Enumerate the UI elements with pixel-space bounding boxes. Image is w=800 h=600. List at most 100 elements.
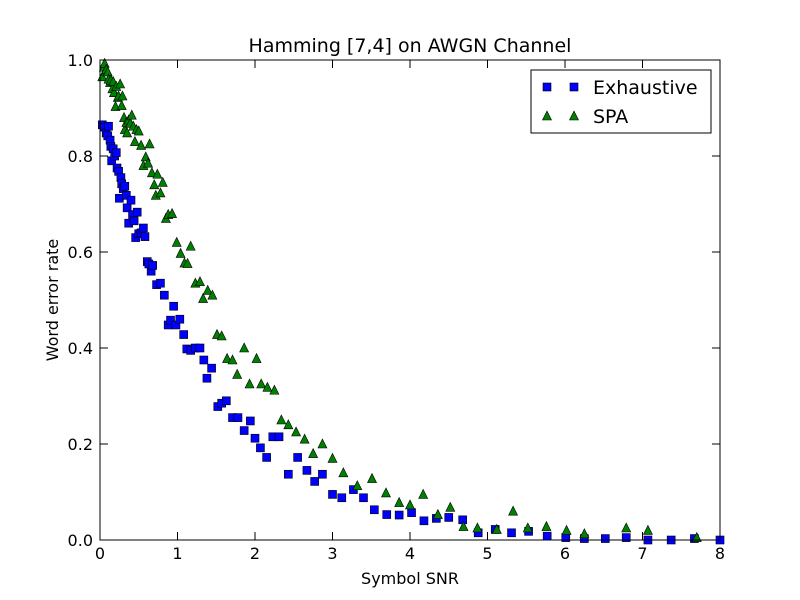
triangle-marker <box>352 480 363 491</box>
square-marker <box>120 181 130 191</box>
x-tick-label: 3 <box>327 544 337 563</box>
triangle-marker <box>579 528 590 539</box>
square-marker <box>199 355 209 365</box>
triangle-marker <box>283 419 294 430</box>
chart-title: Hamming [7,4] on AWGN Channel <box>249 35 572 57</box>
square-marker <box>407 508 416 517</box>
x-tick-label: 4 <box>405 544 415 563</box>
triangle-marker <box>380 487 391 498</box>
triangle-marker <box>171 236 182 247</box>
triangle-marker <box>149 179 160 190</box>
triangle-marker <box>291 426 302 437</box>
triangle-marker <box>175 247 186 258</box>
y-tick-label: 1.0 <box>68 51 93 70</box>
triangle-marker <box>143 157 154 168</box>
triangle-marker <box>185 240 196 251</box>
legend-label: SPA <box>593 106 628 128</box>
square-marker <box>175 314 185 324</box>
y-tick-label: 0.4 <box>68 339 93 358</box>
square-marker <box>337 493 347 503</box>
square-marker <box>222 396 231 406</box>
triangle-marker <box>116 99 127 110</box>
square-marker <box>111 148 121 157</box>
square-marker <box>140 232 150 241</box>
square-marker <box>256 443 265 453</box>
triangle-marker <box>146 167 157 178</box>
triangle-marker <box>621 522 632 533</box>
square-marker <box>126 195 136 205</box>
triangle-marker <box>472 522 483 533</box>
legend-marker <box>542 110 552 121</box>
triangle-marker <box>182 257 193 268</box>
legend-box <box>530 69 712 134</box>
triangle-marker <box>491 523 502 534</box>
square-marker <box>202 373 212 383</box>
square-marker <box>250 433 260 443</box>
series-spa <box>97 57 702 542</box>
legend-label: Exhaustive <box>593 77 698 99</box>
triangle-marker <box>216 330 227 341</box>
triangle-marker <box>691 531 702 542</box>
triangle-marker <box>642 524 653 535</box>
triangle-marker <box>115 78 126 89</box>
square-marker <box>179 330 188 339</box>
legend: Exhaustive SPA <box>530 69 712 134</box>
triangle-marker <box>239 342 250 353</box>
square-marker <box>370 505 379 515</box>
triangle-marker <box>327 452 338 463</box>
triangle-marker <box>561 524 572 535</box>
triangle-marker <box>207 289 218 300</box>
square-marker <box>302 466 312 475</box>
triangle-marker <box>222 352 233 363</box>
triangle-marker <box>522 522 533 533</box>
y-tick-label: 0.0 <box>68 531 93 550</box>
triangle-marker <box>405 499 415 510</box>
x-tick-label: 2 <box>250 544 260 563</box>
triangle-marker <box>256 378 267 389</box>
x-tick-label: 7 <box>637 544 647 563</box>
triangle-marker <box>167 207 178 218</box>
square-marker <box>310 477 319 486</box>
square-marker <box>169 301 178 311</box>
legend-marker <box>542 82 552 92</box>
triangle-marker <box>122 127 133 138</box>
square-marker <box>542 531 552 541</box>
triangle-marker <box>445 501 456 512</box>
square-marker <box>394 510 404 520</box>
triangle-marker <box>136 139 147 150</box>
square-marker <box>419 516 429 526</box>
square-marker <box>160 290 169 300</box>
triangle-marker <box>508 505 519 516</box>
triangle-marker <box>202 284 213 295</box>
square-marker <box>207 363 216 373</box>
square-marker <box>166 315 175 325</box>
x-tick-label: 8 <box>715 544 725 563</box>
triangle-marker <box>299 433 310 444</box>
square-marker <box>148 261 157 270</box>
triangle-marker <box>126 109 137 120</box>
x-tick-label: 0 <box>95 544 105 563</box>
y-tick-label: 0.8 <box>68 147 93 166</box>
legend-marker <box>569 110 579 121</box>
square-marker <box>621 533 631 542</box>
square-marker <box>233 413 243 422</box>
triangle-marker <box>117 90 128 101</box>
y-axis-label: Word error rate <box>43 239 62 362</box>
triangle-marker <box>367 472 378 483</box>
triangle-marker <box>232 368 243 379</box>
square-marker <box>444 513 454 522</box>
square-marker <box>382 510 392 519</box>
square-marker <box>104 121 113 131</box>
y-tick-label: 0.6 <box>68 243 93 262</box>
square-marker <box>318 469 327 479</box>
triangle-marker <box>108 86 119 97</box>
x-tick-label: 6 <box>560 544 570 563</box>
square-marker <box>274 432 284 442</box>
triangle-marker <box>244 378 255 389</box>
y-tick-label: 0.2 <box>68 435 93 454</box>
square-marker <box>122 191 131 200</box>
square-marker <box>139 223 148 233</box>
plot-frame <box>99 59 721 541</box>
triangle-marker <box>394 496 405 507</box>
triangle-marker <box>133 125 144 136</box>
